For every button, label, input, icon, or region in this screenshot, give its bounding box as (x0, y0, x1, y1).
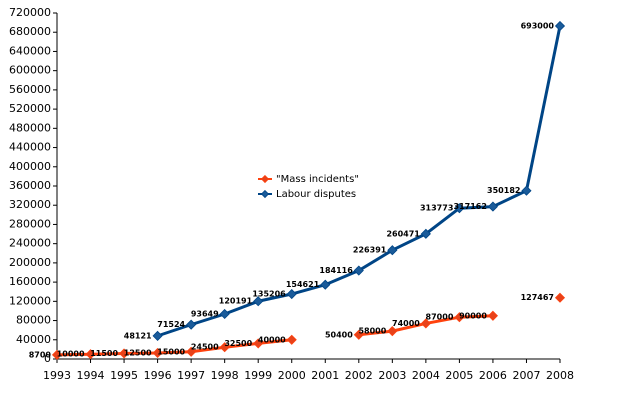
data-label: 693000 (521, 21, 555, 30)
x-tick-label: 2008 (546, 369, 574, 382)
y-tick-label: 640000 (9, 44, 51, 57)
x-tick-label: 1996 (144, 369, 172, 382)
y-tick-label: 280000 (9, 217, 51, 230)
marker (353, 265, 364, 276)
x-tick-label: 2003 (378, 369, 406, 382)
y-tick-label: 80000 (16, 314, 51, 327)
x-tick-label: 1997 (177, 369, 205, 382)
y-tick-label: 40000 (16, 333, 51, 346)
data-label: 40000 (258, 335, 286, 344)
marker (454, 203, 465, 214)
marker (387, 326, 398, 337)
marker (186, 346, 197, 357)
marker (152, 347, 163, 359)
data-label: 8700 (29, 350, 52, 359)
data-label: 71524 (157, 320, 185, 329)
marker (219, 342, 230, 353)
marker (387, 245, 398, 256)
legend-marker (260, 174, 270, 184)
marker (487, 310, 498, 321)
x-tick-label: 2001 (311, 369, 339, 382)
y-tick-label: 680000 (9, 25, 51, 38)
y-tick-label: 600000 (9, 64, 51, 77)
marker (454, 312, 465, 323)
marker (420, 228, 431, 239)
marker (554, 292, 566, 303)
data-label: 10000 (57, 350, 85, 359)
data-label: 226391 (353, 246, 387, 255)
y-tick-label: 720000 (9, 6, 51, 19)
data-label: 317162 (454, 202, 487, 211)
marker (85, 349, 96, 360)
marker (152, 330, 163, 341)
marker (219, 308, 230, 320)
x-tick-label: 2000 (278, 369, 306, 382)
data-label: 11500 (90, 349, 118, 358)
data-label: 90000 (459, 311, 487, 320)
marker (420, 318, 431, 329)
x-tick-label: 2002 (345, 369, 373, 382)
data-label: 48121 (124, 331, 152, 340)
x-tick-label: 2005 (445, 369, 473, 382)
legend-label: "Mass incidents" (276, 174, 359, 185)
data-label: 135206 (252, 290, 286, 299)
marker (353, 329, 364, 340)
x-tick-label: 2006 (479, 369, 507, 382)
data-label: 32500 (224, 339, 252, 348)
series-line (56, 338, 292, 357)
data-label: 313773 (420, 204, 453, 213)
marker (119, 348, 130, 359)
legend-label: Labour disputes (276, 189, 356, 200)
marker (51, 349, 63, 360)
y-tick-label: 520000 (9, 102, 51, 115)
x-tick-label: 1993 (43, 369, 71, 382)
marker (286, 334, 297, 345)
x-tick-label: 2004 (412, 369, 440, 382)
x-tick-label: 1999 (244, 369, 272, 382)
data-label: 58000 (358, 327, 386, 336)
data-label: 12500 (124, 348, 152, 357)
marker (253, 338, 264, 349)
x-tick-label: 1995 (110, 369, 138, 382)
marker (487, 201, 498, 212)
x-tick-label: 1998 (211, 369, 239, 382)
x-tick-label: 2007 (512, 369, 540, 382)
y-tick-label: 440000 (9, 141, 51, 154)
y-tick-label: 200000 (9, 256, 51, 269)
marker (253, 296, 264, 307)
y-tick-label: 0 (44, 352, 51, 365)
legend-marker (260, 189, 270, 199)
y-tick-label: 240000 (9, 237, 51, 250)
data-label: 50400 (325, 330, 353, 339)
data-label: 87000 (426, 313, 454, 322)
data-label: 24500 (191, 343, 219, 352)
data-label: 15000 (157, 347, 185, 356)
data-label: 127467 (521, 293, 554, 302)
marker (320, 279, 331, 290)
x-tick-label: 1994 (77, 369, 105, 382)
data-label: 184116 (319, 266, 353, 275)
marker (286, 288, 297, 300)
y-tick-label: 480000 (9, 121, 51, 134)
y-tick-label: 360000 (9, 179, 51, 192)
data-label: 350182 (487, 186, 520, 195)
y-tick-label: 560000 (9, 83, 51, 96)
y-tick-label: 400000 (9, 160, 51, 173)
data-label: 260471 (386, 229, 420, 238)
data-label: 120191 (219, 297, 253, 306)
y-tick-label: 320000 (9, 198, 51, 211)
marker (521, 185, 532, 196)
y-tick-label: 120000 (9, 294, 51, 307)
marker (186, 319, 197, 330)
y-tick-label: 160000 (9, 275, 51, 288)
marker (554, 20, 566, 32)
data-label: 74000 (392, 319, 420, 328)
data-label: 154621 (286, 280, 320, 289)
data-label: 93649 (191, 309, 219, 318)
